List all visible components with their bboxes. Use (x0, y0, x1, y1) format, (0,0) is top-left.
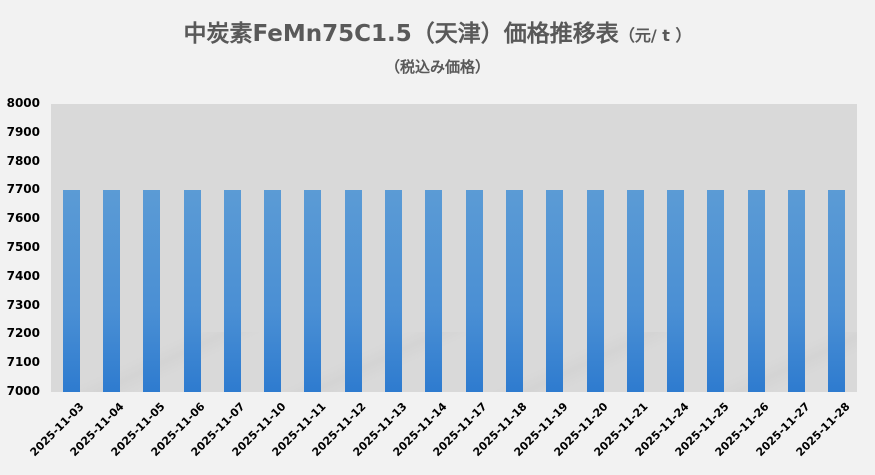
y-tick-label: 7700 (6, 182, 40, 197)
bar (828, 190, 846, 392)
y-tick-label: 7800 (6, 153, 40, 168)
bar (183, 190, 201, 392)
bar (344, 190, 362, 392)
chart-title-unit: （元/ t ） (618, 26, 692, 45)
y-tick-label: 7400 (6, 268, 40, 283)
plot-shine-decoration (51, 332, 857, 392)
plot-area (51, 104, 857, 392)
chart-title: 中炭素FeMn75C1.5（天津）価格推移表（元/ t ） (0, 14, 875, 48)
y-tick-label: 8000 (6, 96, 40, 110)
bar (546, 190, 564, 392)
bar (586, 190, 604, 392)
bar (385, 190, 403, 392)
y-tick-label: 7300 (6, 297, 40, 312)
bar (465, 190, 483, 392)
bar (747, 190, 765, 392)
chart-title-text: 中炭素FeMn75C1.5（天津）価格推移表 (183, 21, 619, 47)
bar (626, 190, 644, 392)
chart-subtitle: （税込み価格） (384, 58, 490, 76)
y-tick-label: 7000 (6, 384, 40, 398)
bar (304, 190, 322, 392)
bar (223, 190, 241, 392)
bar (667, 190, 685, 392)
y-tick-label: 7900 (6, 124, 40, 139)
bar (264, 190, 282, 392)
y-tick-label: 7600 (6, 211, 40, 226)
bar (102, 190, 120, 392)
bar (143, 190, 161, 392)
y-tick-label: 7200 (6, 326, 40, 341)
y-tick-label: 7500 (6, 240, 40, 254)
bar (425, 190, 443, 392)
bar (707, 190, 725, 392)
bar (62, 190, 80, 392)
bar (788, 190, 806, 392)
y-tick-label: 7100 (6, 355, 40, 370)
bar (505, 190, 523, 392)
